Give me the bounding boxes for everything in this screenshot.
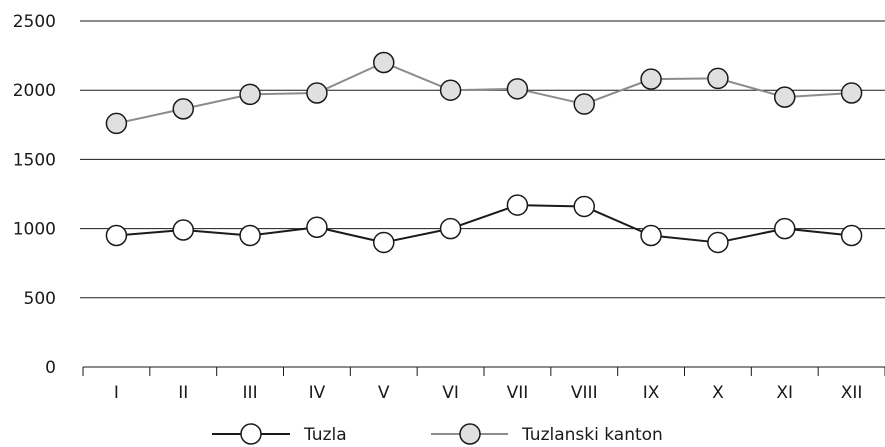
data-point-tuzlanski-kanton [707, 67, 729, 90]
y-tick-label: 2500 [13, 12, 56, 32]
x-tick-label: II [178, 383, 188, 403]
data-point-tuzlanski-kanton [506, 78, 529, 100]
data-point-tuzla [373, 231, 395, 254]
x-tick-label: I [114, 383, 119, 403]
x-tick-label: V [378, 383, 390, 403]
y-tick-label: 2000 [13, 81, 56, 101]
data-point-tuzla [439, 217, 462, 240]
x-tick-label: III [243, 383, 258, 403]
data-point-tuzla [707, 231, 729, 254]
x-tick-label: XII [841, 383, 863, 403]
series-group [105, 51, 863, 254]
x-axis: I II III IV V VI VII VIII IX X XI XII [82, 366, 885, 403]
data-point-tuzla [105, 224, 128, 247]
series-line-tuzlanski-kanton [116, 61, 852, 125]
data-point-tuzlanski-kanton [573, 93, 595, 115]
data-point-tuzla [573, 195, 595, 218]
data-point-tuzlanski-kanton [640, 68, 662, 90]
legend-label-tuzla: Tuzla [303, 425, 347, 445]
data-point-tuzlanski-kanton [172, 98, 194, 120]
legend-marker-tuzla [240, 423, 262, 445]
legend-marker-tuzlanski-kanton [459, 423, 481, 445]
data-point-tuzla [640, 224, 662, 247]
x-tick-label: IV [309, 383, 326, 403]
data-point-tuzlanski-kanton [840, 82, 863, 104]
x-tick-label: XI [776, 383, 793, 403]
x-tick-label: X [712, 383, 724, 403]
data-point-tuzlanski-kanton [373, 51, 395, 74]
data-point-tuzlanski-kanton [439, 79, 462, 101]
y-axis-ticks: 0 500 1000 1500 2000 2500 [13, 12, 56, 378]
x-tick-label: VI [442, 383, 459, 403]
y-tick-label: 500 [24, 289, 56, 309]
legend: Tuzla Tuzlanski kanton [212, 423, 663, 445]
data-point-tuzlanski-kanton [105, 112, 128, 135]
data-point-tuzla [172, 219, 194, 241]
data-point-tuzla [239, 224, 261, 247]
legend-label-tuzlanski-kanton: Tuzlanski kanton [521, 425, 663, 445]
x-tick-label: IX [643, 383, 660, 403]
data-point-tuzlanski-kanton [774, 86, 796, 108]
data-point-tuzla [840, 224, 863, 247]
y-tick-label: 1500 [13, 150, 56, 170]
data-point-tuzlanski-kanton [239, 83, 261, 106]
y-tick-label: 0 [45, 358, 56, 378]
x-tick-label: VIII [571, 383, 598, 403]
data-point-tuzla [306, 216, 328, 238]
series-line-tuzla [116, 204, 852, 244]
y-tick-label: 1000 [13, 220, 56, 240]
x-tick-label: VII [507, 383, 529, 403]
data-point-tuzla [506, 194, 529, 216]
data-point-tuzla [774, 217, 796, 240]
gridlines [80, 20, 885, 299]
data-point-tuzlanski-kanton [306, 82, 328, 104]
